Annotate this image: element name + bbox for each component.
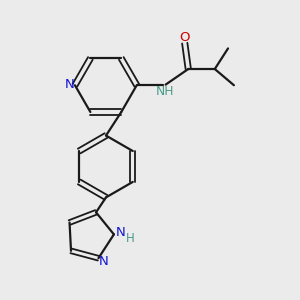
Text: NH: NH xyxy=(155,85,174,98)
Text: H: H xyxy=(126,232,134,245)
Text: N: N xyxy=(116,226,125,239)
Text: N: N xyxy=(99,255,109,268)
Text: N: N xyxy=(65,78,74,91)
Text: O: O xyxy=(179,31,190,44)
